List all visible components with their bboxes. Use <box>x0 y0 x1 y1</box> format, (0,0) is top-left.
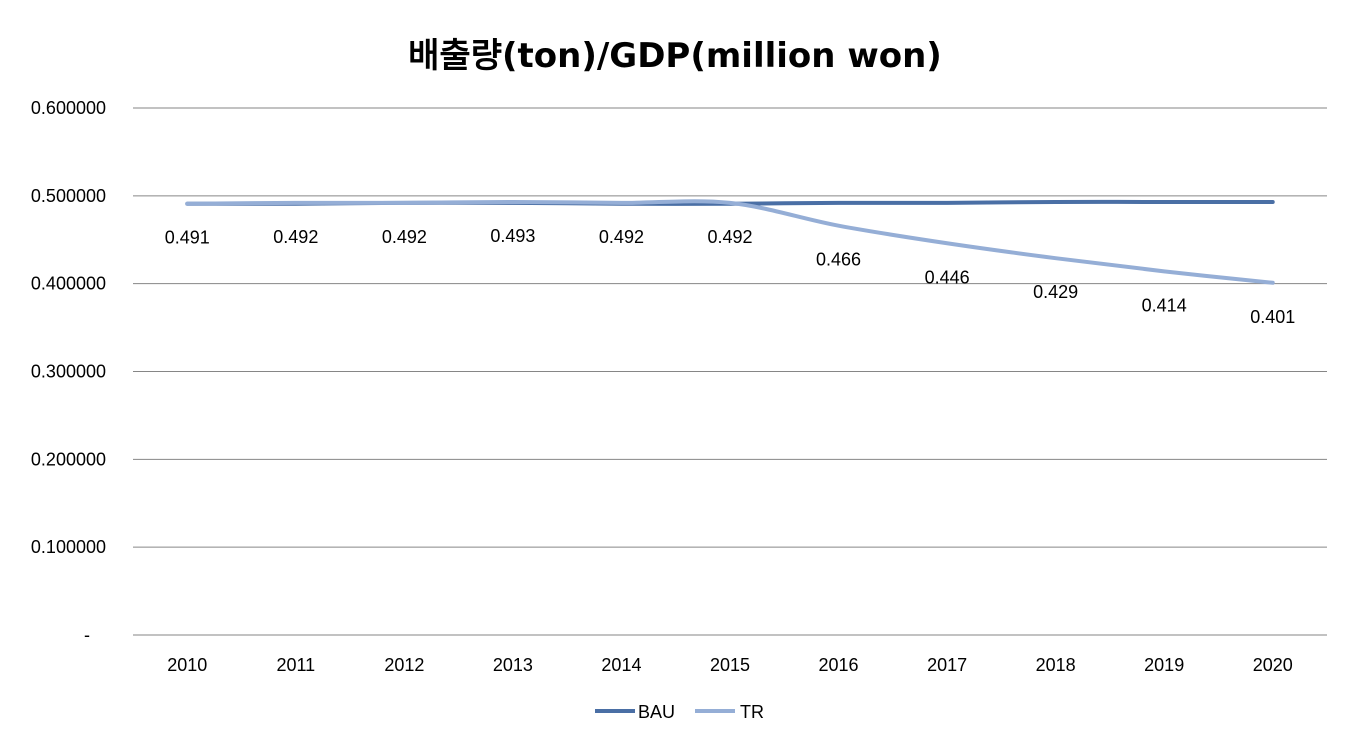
x-tick-label: 2017 <box>927 655 967 675</box>
x-tick-label: 2011 <box>276 655 315 675</box>
y-tick-label: 0.200000 <box>31 449 106 469</box>
x-tick-label: 2012 <box>384 655 424 675</box>
data-label: 0.414 <box>1142 295 1187 315</box>
data-label: 0.492 <box>707 227 752 247</box>
x-tick-label: 2016 <box>819 655 859 675</box>
data-label: 0.492 <box>599 227 644 247</box>
gridlines <box>133 107 1327 636</box>
data-labels: 0.491 0.492 0.492 0.493 0.492 0.492 0.466 0.446… <box>165 226 1296 327</box>
legend-label-tr: TR <box>740 702 764 722</box>
x-tick-label: 2013 <box>493 655 533 675</box>
y-tick-label: 0.600000 <box>31 98 106 118</box>
data-label: 0.491 <box>165 228 210 248</box>
x-tick-label: 2018 <box>1036 655 1076 675</box>
y-tick-label: 0.500000 <box>31 186 106 206</box>
y-axis-tick-labels: - 0.100000 0.200000 0.300000 0.400000 0.50000… <box>31 98 106 645</box>
data-label: 0.429 <box>1033 282 1078 302</box>
chart-title: 배출량(ton)/GDP(million won) <box>408 36 942 76</box>
data-label: 0.492 <box>273 227 318 247</box>
x-tick-label: 2010 <box>167 655 207 675</box>
data-label: 0.401 <box>1250 307 1295 327</box>
x-tick-label: 2014 <box>601 655 641 675</box>
legend-label-bau: BAU <box>638 702 675 722</box>
y-tick-label: 0.100000 <box>31 537 106 557</box>
legend: BAU TR <box>595 702 764 722</box>
series-lines <box>185 199 1275 285</box>
x-tick-label: 2020 <box>1253 655 1293 675</box>
data-label: 0.446 <box>925 267 970 287</box>
y-tick-label: 0.300000 <box>31 362 106 382</box>
data-label: 0.466 <box>816 250 861 270</box>
data-label: 0.492 <box>382 227 427 247</box>
y-tick-label: 0.400000 <box>31 274 106 294</box>
x-tick-label: 2015 <box>710 655 750 675</box>
x-axis-tick-labels: 2010 2011 2012 2013 2014 2015 2016 2017 2018 2019… <box>167 655 1293 675</box>
data-label: 0.493 <box>490 226 535 246</box>
x-tick-label: 2019 <box>1144 655 1184 675</box>
y-tick-label: - <box>84 625 90 645</box>
